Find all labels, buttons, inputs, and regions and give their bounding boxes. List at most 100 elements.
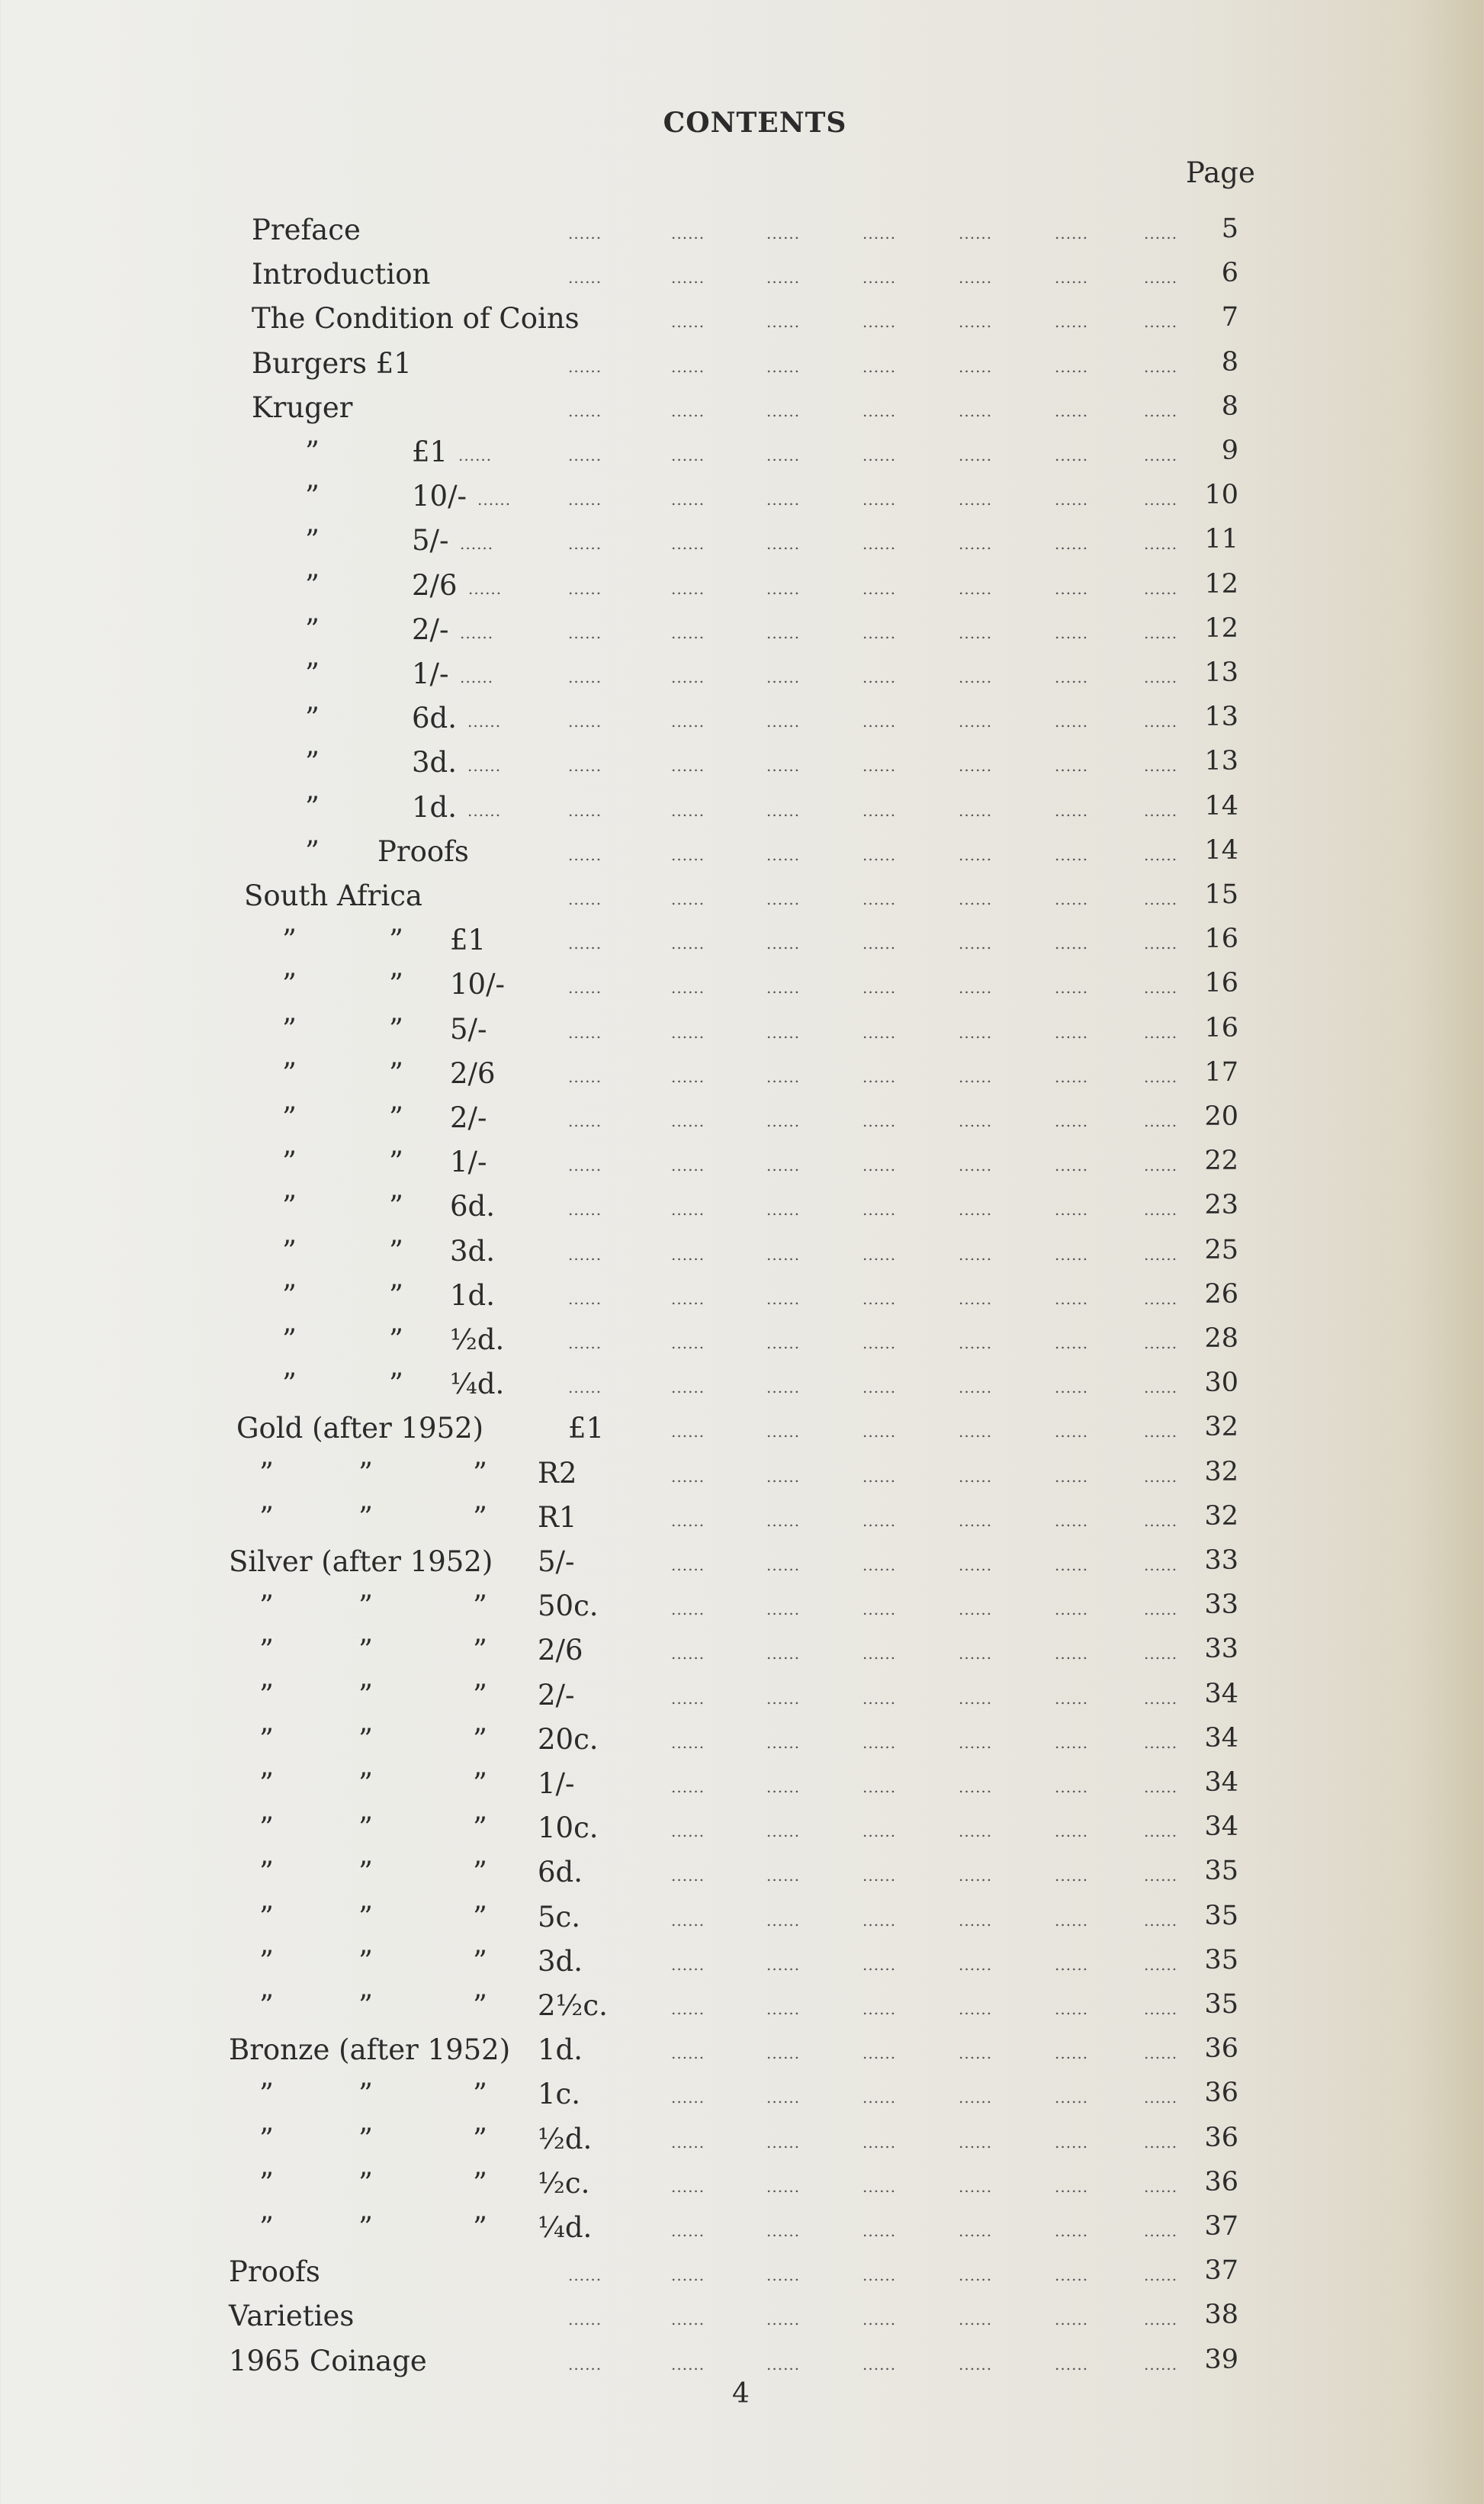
dot-leader: ...... (766, 2266, 801, 2285)
entry-label: Gold (after 1952) (236, 1412, 484, 1445)
dot-leader: ...... (1055, 2088, 1089, 2107)
dot-leader: ...... (460, 623, 494, 642)
toc-entry: ” ” ” 20c. 34...............................… (0, 1723, 1484, 1767)
dot-leader: ...... (862, 979, 897, 998)
dot-leader: ...... (862, 579, 897, 598)
dot-leader: ...... (671, 1955, 705, 1974)
toc-entry: ” ” ” 50c. 33...............................… (0, 1590, 1484, 1634)
dot-leader: ...... (671, 401, 705, 420)
dot-leader: ...... (1055, 2177, 1089, 2196)
ditto-mark: ” (282, 968, 297, 1001)
dot-leader: ...... (862, 2310, 897, 2329)
dot-leader: ...... (460, 535, 494, 554)
dot-leader: ...... (671, 1600, 705, 1619)
dot-leader: ...... (862, 2266, 897, 2285)
dot-leader: ...... (671, 1866, 705, 1885)
ditto-mark: ” (358, 2078, 373, 2111)
entry-page-number: 23 (1204, 1190, 1238, 1221)
dot-leader: ...... (766, 1023, 801, 1042)
entry-page-number: 34 (1204, 1767, 1238, 1798)
toc-entry: Introduction 6...........................… (0, 258, 1484, 302)
toc-entry: ” ” ” R1 32.................................… (0, 1501, 1484, 1545)
entry-page-number: 28 (1204, 1323, 1238, 1354)
entry-page-number: 36 (1204, 2033, 1238, 2065)
dot-leader: ...... (1144, 1689, 1178, 1708)
dot-leader: ...... (959, 1023, 993, 1042)
dot-leader: ...... (766, 801, 801, 820)
entry-label: 1/- (450, 1146, 487, 1179)
ditto-mark: ” (282, 1190, 297, 1223)
dot-leader: ...... (766, 1067, 801, 1086)
dot-leader: ...... (671, 1689, 705, 1708)
entry-page-number: 12 (1204, 612, 1238, 644)
dot-leader: ...... (766, 2044, 801, 2063)
dot-leader: ...... (766, 1201, 801, 1220)
dot-leader: ...... (1144, 1556, 1178, 1574)
dot-leader: ...... (671, 2355, 705, 2374)
dot-leader: ...... (862, 1334, 897, 1352)
ditto-mark: ” (358, 1590, 373, 1623)
dot-leader: ...... (1144, 535, 1178, 554)
entry-label: £1 (450, 924, 487, 957)
ditto-mark: ” (473, 1722, 487, 1756)
entry-page-number: 14 (1204, 834, 1238, 866)
entry-page-number: 38 (1204, 2300, 1238, 2331)
dot-leader: ...... (1144, 313, 1178, 332)
dot-leader: ...... (862, 1556, 897, 1574)
toc-entry: ” £1 9....................................… (0, 436, 1484, 480)
entry-label: Silver (after 1952) (229, 1545, 493, 1578)
dot-leader: ...... (766, 1600, 801, 1619)
entry-label: 1965 Coinage (229, 2344, 427, 2377)
dot-leader: ...... (766, 1334, 801, 1352)
dot-leader: ...... (568, 1023, 602, 1042)
entry-page-number: 36 (1204, 2078, 1238, 2109)
dot-leader: ...... (959, 2133, 993, 2152)
dot-leader: ...... (568, 535, 602, 554)
dot-leader: ...... (959, 1778, 993, 1796)
toc-entry: ” ” ” R2 32.................................… (0, 1457, 1484, 1501)
dot-leader: ...... (1144, 2222, 1178, 2240)
entry-page-number: 32 (1204, 1500, 1238, 1532)
ditto-mark: ” (389, 1012, 403, 1046)
dot-leader: ...... (1055, 224, 1089, 243)
entry-page-number: 37 (1204, 2255, 1238, 2287)
dot-leader: ...... (671, 2266, 705, 2285)
dot-leader: ...... (862, 668, 897, 686)
ditto-mark: ” (473, 1678, 487, 1712)
entry-label: 2/6 (412, 568, 458, 602)
dot-leader: ...... (959, 1422, 993, 1442)
ditto-mark: ” (358, 1722, 373, 1756)
dot-leader: ...... (959, 224, 993, 243)
dot-leader: ...... (862, 446, 897, 464)
dot-leader: ...... (766, 535, 801, 554)
entry-label: 5c. (538, 1900, 581, 1933)
toc-entry: ” ” ” 2/6 33................................… (0, 1634, 1484, 1678)
dot-leader: ...... (671, 1112, 705, 1130)
dot-leader: ...... (467, 712, 502, 731)
toc-entry: ” 2/- 12..................................… (0, 613, 1484, 657)
entry-label: Preface (252, 214, 361, 246)
entry-denomination: £1 (568, 1412, 605, 1445)
dot-leader: ...... (1144, 2133, 1178, 2152)
ditto-mark: ” (358, 1989, 373, 2022)
dot-leader: ...... (862, 1067, 897, 1086)
ditto-mark: ” (389, 924, 403, 957)
entry-label: ½d. (450, 1323, 505, 1356)
ditto-mark: ” (358, 1678, 373, 1712)
dot-leader: ...... (959, 579, 993, 598)
entry-label: ½c. (538, 2166, 590, 2200)
ditto-mark: ” (259, 1811, 274, 1845)
dot-leader: ...... (671, 1289, 705, 1308)
toc-entry: ” Proofs 14...............................… (0, 835, 1484, 879)
dot-leader: ...... (1144, 1023, 1178, 1042)
ditto-mark: ” (259, 2078, 274, 2111)
ditto-mark: ” (259, 2122, 274, 2155)
dot-leader: ...... (959, 1644, 993, 1663)
ditto-mark: ” (282, 1368, 297, 1401)
ditto-mark: ” (358, 1456, 373, 1490)
dot-leader: ...... (959, 1156, 993, 1175)
dot-leader: ...... (568, 1378, 602, 1397)
dot-leader: ...... (862, 712, 897, 731)
toc-entry: Proofs 37................................… (0, 2255, 1484, 2300)
dot-leader: ...... (862, 357, 897, 376)
